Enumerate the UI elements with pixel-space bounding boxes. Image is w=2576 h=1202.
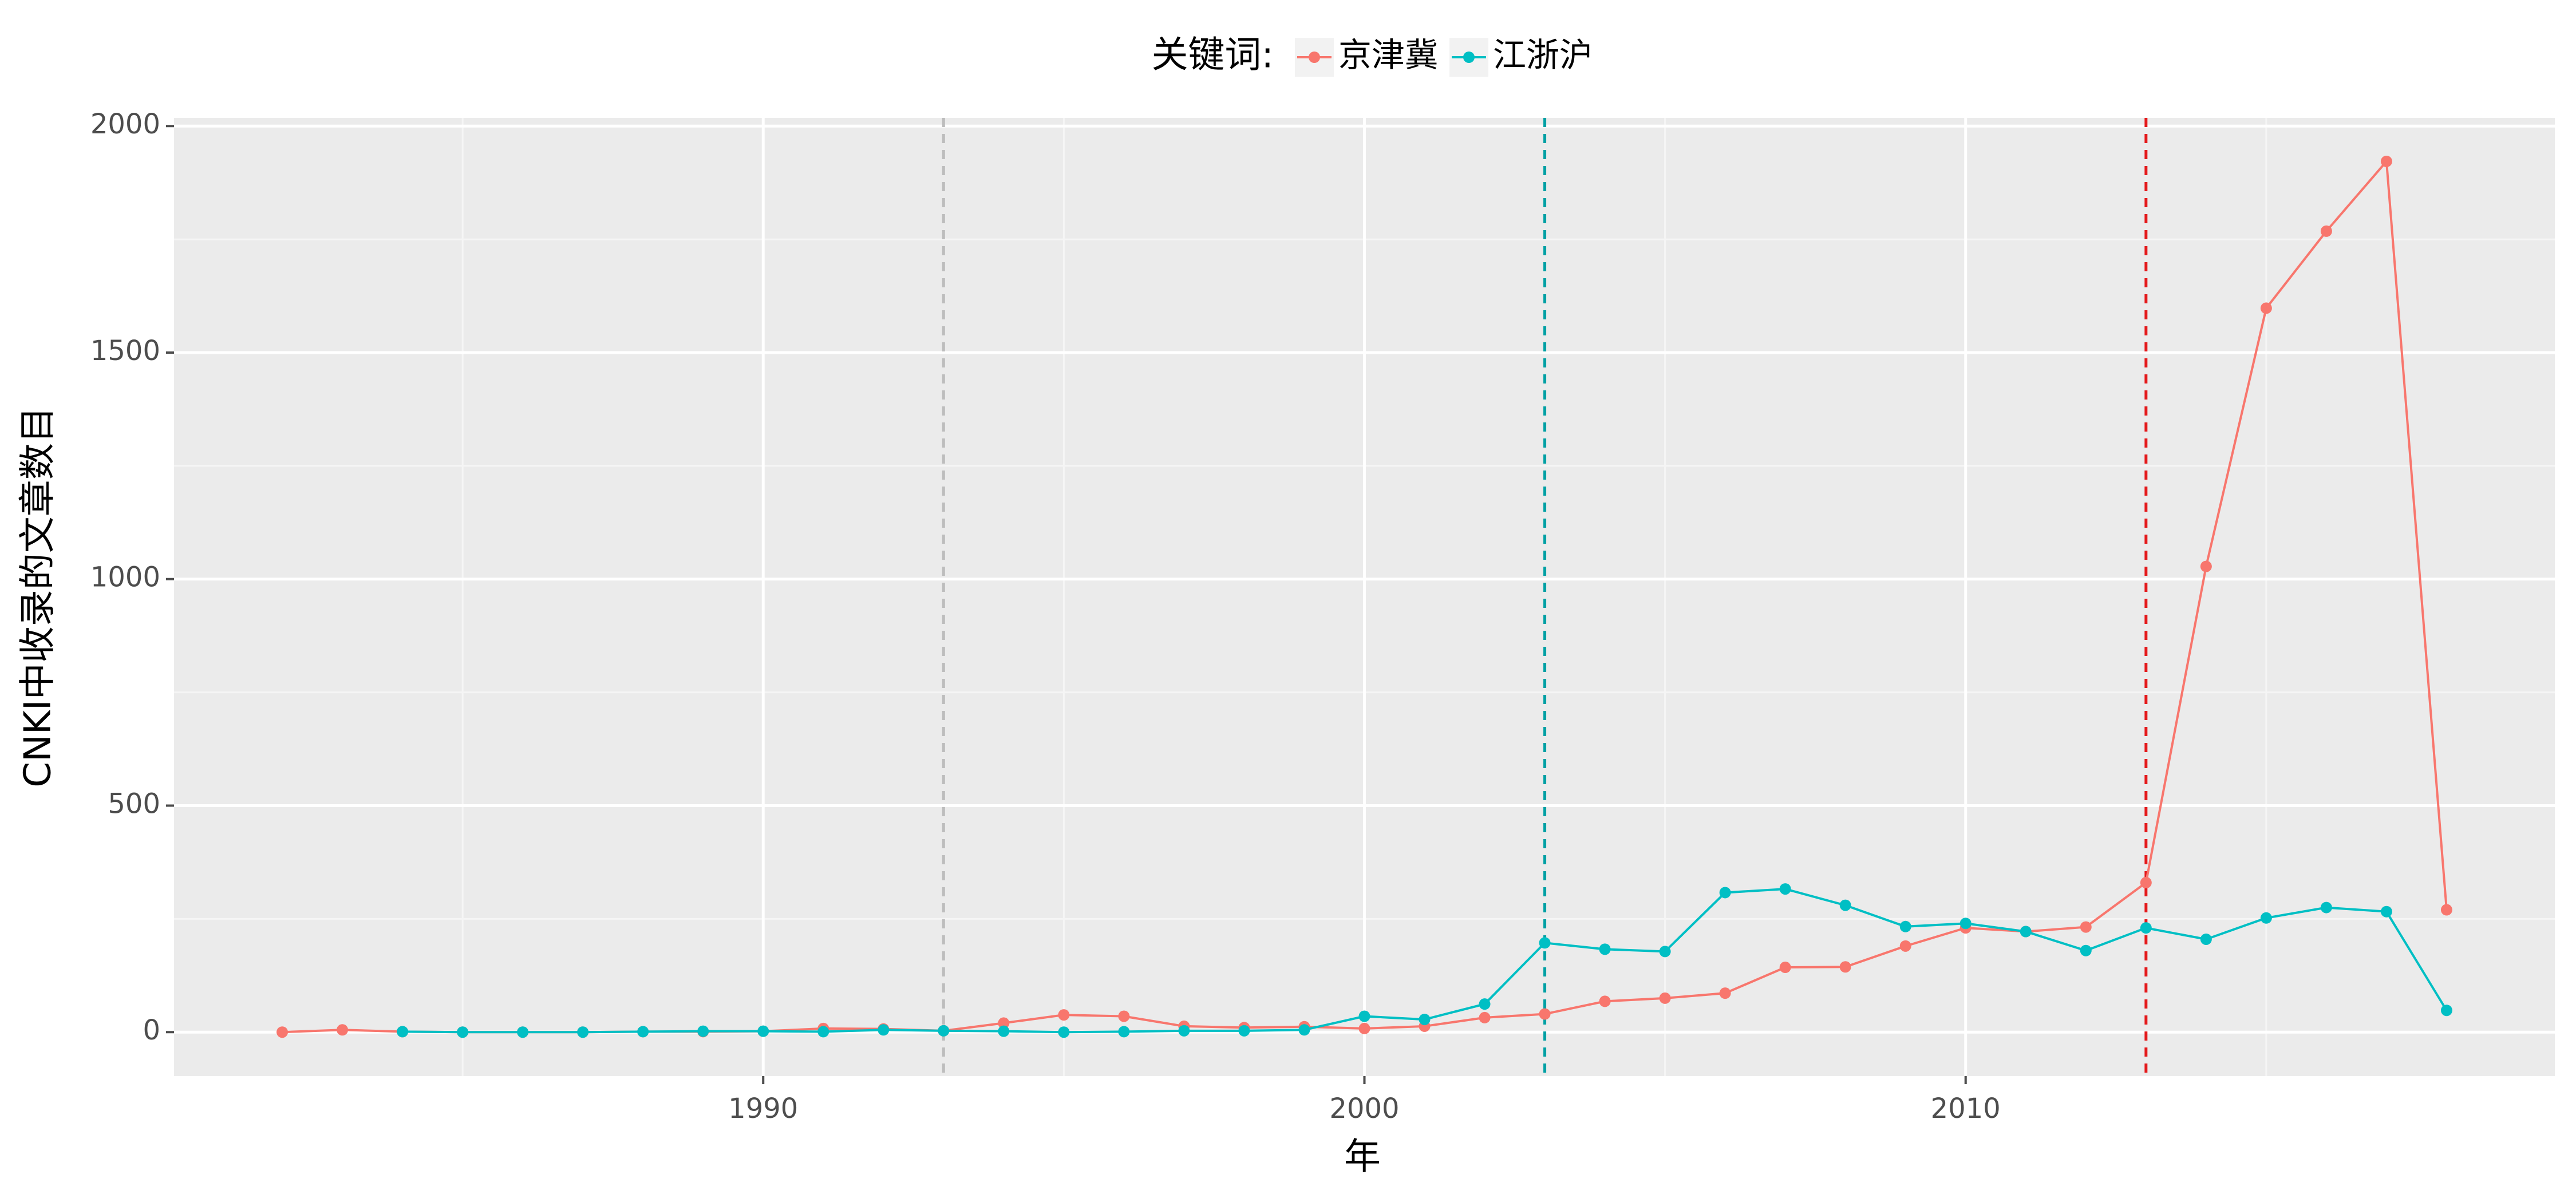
y-tick-label: 1500: [90, 335, 160, 367]
point: [1178, 1025, 1190, 1037]
x-axis-title: 年: [1344, 1136, 1381, 1179]
point: [637, 1026, 649, 1038]
point: [938, 1025, 950, 1037]
legend-point: [1463, 52, 1475, 63]
point: [2080, 921, 2092, 933]
y-tick-label: 0: [143, 1014, 160, 1046]
point: [517, 1026, 529, 1038]
point: [2020, 926, 2032, 938]
point: [1899, 940, 1911, 952]
point: [2320, 225, 2332, 237]
point: [757, 1025, 769, 1037]
point: [1779, 962, 1791, 974]
point: [1358, 1022, 1370, 1034]
point: [1539, 1008, 1551, 1020]
point: [2140, 922, 2152, 934]
point: [1719, 887, 1731, 899]
y-tick-label: 2000: [90, 108, 160, 140]
point: [2260, 302, 2272, 314]
legend-label: 江浙沪: [1493, 35, 1593, 74]
point: [2320, 902, 2332, 914]
point: [2440, 904, 2452, 916]
y-tick-label: 1000: [90, 562, 160, 594]
point: [2380, 155, 2392, 167]
point: [2380, 906, 2392, 918]
point: [878, 1024, 890, 1036]
point: [1659, 992, 1671, 1004]
point: [998, 1017, 1010, 1029]
point: [2080, 944, 2092, 956]
point: [1419, 1014, 1431, 1026]
point: [1539, 937, 1551, 949]
x-tick-label: 2000: [1329, 1093, 1399, 1125]
point: [1599, 943, 1611, 955]
point: [1058, 1026, 1070, 1038]
point: [1358, 1010, 1370, 1022]
x-tick-label: 2010: [1931, 1093, 2001, 1125]
point: [1719, 987, 1731, 999]
x-tick-label: 1990: [728, 1093, 798, 1125]
point: [1058, 1009, 1070, 1021]
point: [1839, 961, 1851, 973]
point: [1779, 883, 1791, 895]
point: [817, 1026, 829, 1038]
point: [1899, 920, 1911, 932]
point: [2440, 1005, 2452, 1017]
legend-point: [1309, 52, 1320, 63]
legend-title: 关键词:: [1151, 34, 1274, 77]
point: [397, 1026, 409, 1038]
point: [998, 1025, 1010, 1037]
point: [2140, 877, 2152, 889]
point: [2200, 933, 2212, 945]
point: [1238, 1025, 1250, 1037]
point: [1479, 1011, 1491, 1023]
point: [1659, 946, 1671, 958]
legend-label: 京津冀: [1338, 35, 1438, 74]
point: [337, 1024, 349, 1036]
point: [276, 1026, 289, 1038]
y-tick-label: 500: [108, 788, 160, 820]
point: [1118, 1026, 1130, 1038]
point: [457, 1026, 469, 1038]
point: [2200, 560, 2212, 572]
point: [1959, 918, 1971, 930]
point: [1839, 899, 1851, 911]
point: [2260, 912, 2272, 924]
point: [1118, 1010, 1130, 1022]
point: [577, 1026, 589, 1038]
point: [1599, 995, 1611, 1007]
point: [1479, 998, 1491, 1010]
point: [1298, 1024, 1310, 1036]
point: [697, 1025, 709, 1037]
y-axis-title: CNKI中收录的文章数目: [17, 406, 60, 787]
